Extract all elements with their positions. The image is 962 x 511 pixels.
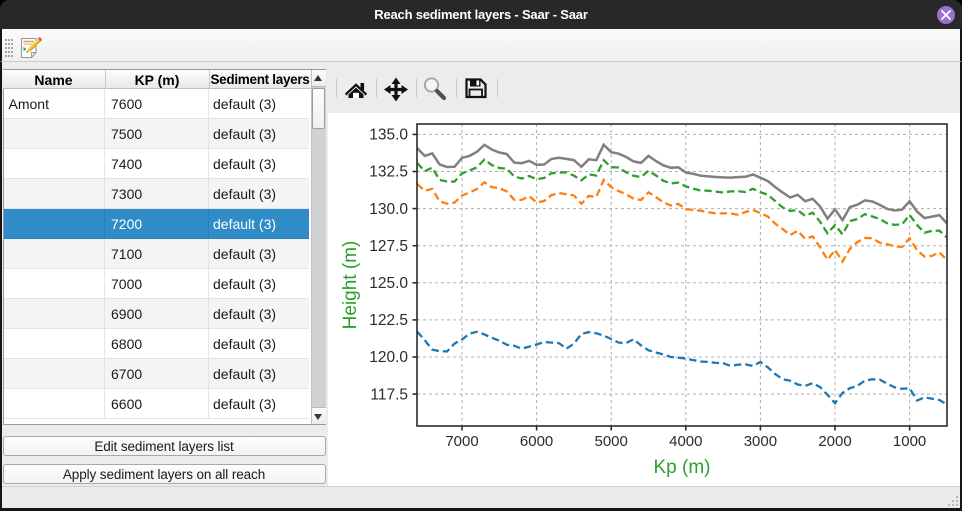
svg-text:6000: 6000 bbox=[520, 433, 553, 450]
svg-text:4000: 4000 bbox=[669, 433, 702, 450]
svg-text:132.5: 132.5 bbox=[369, 164, 408, 181]
svg-text:117.5: 117.5 bbox=[370, 386, 408, 403]
svg-text:3000: 3000 bbox=[744, 433, 777, 450]
svg-text:Height (m): Height (m) bbox=[340, 241, 361, 330]
svg-text:135.0: 135.0 bbox=[369, 127, 408, 144]
svg-text:1000: 1000 bbox=[893, 433, 926, 450]
svg-text:5000: 5000 bbox=[595, 433, 628, 450]
svg-text:127.5: 127.5 bbox=[369, 238, 408, 255]
svg-text:125.0: 125.0 bbox=[369, 275, 408, 292]
svg-text:130.0: 130.0 bbox=[369, 201, 408, 218]
svg-text:Kp (m): Kp (m) bbox=[654, 457, 711, 478]
svg-text:122.5: 122.5 bbox=[369, 312, 408, 329]
svg-text:7000: 7000 bbox=[445, 433, 478, 450]
svg-text:2000: 2000 bbox=[818, 433, 851, 450]
svg-text:120.0: 120.0 bbox=[369, 349, 408, 366]
